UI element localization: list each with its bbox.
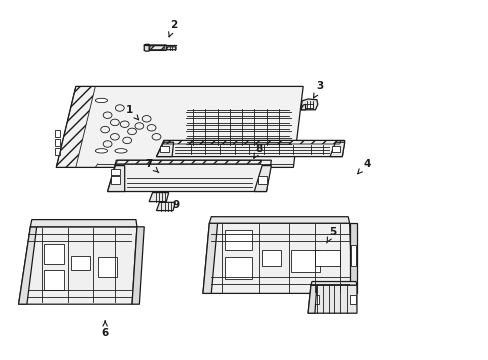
Ellipse shape	[95, 98, 107, 103]
Text: 8: 8	[255, 144, 262, 154]
Bar	[71, 256, 90, 270]
Text: 9: 9	[172, 200, 179, 210]
Polygon shape	[30, 220, 137, 227]
Polygon shape	[349, 223, 356, 293]
Bar	[224, 257, 251, 279]
Polygon shape	[156, 142, 173, 157]
Ellipse shape	[115, 149, 127, 153]
Polygon shape	[132, 227, 144, 304]
Bar	[224, 230, 251, 250]
Polygon shape	[19, 227, 137, 304]
Text: 5: 5	[328, 227, 335, 237]
Polygon shape	[166, 47, 176, 50]
Bar	[160, 146, 169, 152]
Polygon shape	[19, 227, 37, 304]
Polygon shape	[107, 160, 271, 192]
Bar	[331, 146, 340, 152]
Bar	[349, 295, 355, 304]
Bar	[315, 250, 339, 266]
Text: 2: 2	[170, 20, 177, 30]
Bar	[173, 147, 183, 151]
Polygon shape	[329, 142, 344, 157]
Polygon shape	[209, 217, 349, 223]
Text: 3: 3	[316, 81, 323, 91]
Polygon shape	[107, 166, 124, 192]
Ellipse shape	[95, 149, 107, 153]
Bar	[350, 245, 355, 266]
Bar	[258, 176, 266, 184]
Bar	[304, 104, 312, 108]
Bar	[55, 148, 60, 155]
Polygon shape	[300, 104, 305, 110]
Polygon shape	[149, 193, 168, 202]
Polygon shape	[203, 223, 351, 293]
Text: 6: 6	[102, 328, 108, 338]
Text: 4: 4	[362, 159, 370, 169]
Polygon shape	[56, 86, 303, 167]
Bar	[55, 130, 60, 137]
Polygon shape	[300, 99, 317, 110]
Polygon shape	[307, 285, 356, 313]
Text: 7: 7	[145, 159, 153, 169]
Polygon shape	[310, 282, 356, 285]
Bar	[312, 295, 318, 304]
Bar	[110, 176, 120, 184]
Polygon shape	[307, 285, 316, 313]
Polygon shape	[156, 202, 175, 211]
Polygon shape	[144, 44, 149, 51]
Bar	[44, 244, 63, 264]
Bar	[44, 270, 63, 290]
Bar	[110, 169, 120, 175]
Polygon shape	[156, 140, 344, 157]
Bar	[55, 139, 60, 146]
Bar	[261, 250, 281, 266]
Bar	[161, 147, 171, 151]
Text: 1: 1	[126, 105, 133, 115]
Bar	[290, 250, 320, 272]
Polygon shape	[254, 166, 271, 192]
Polygon shape	[203, 223, 217, 293]
Bar	[98, 257, 117, 277]
Polygon shape	[144, 45, 166, 50]
